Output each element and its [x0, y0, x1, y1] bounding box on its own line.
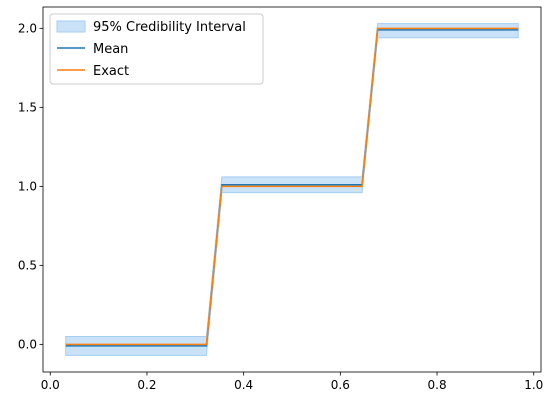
x-tick-label: 0.0 [41, 378, 60, 392]
legend-label-mean: Mean [93, 42, 128, 57]
y-tick-label: 1.5 [18, 100, 37, 114]
x-tick-label: 0.6 [331, 378, 350, 392]
series-line-exact [65, 27, 519, 346]
y-axis: 0.0 0.5 1.0 1.5 2.0 [18, 21, 43, 351]
axes-frame [42, 6, 542, 373]
y-tick-label: 2.0 [18, 21, 37, 35]
y-tick-label: 0.0 [18, 337, 37, 351]
x-tick-label: 0.2 [137, 378, 156, 392]
legend: 95% Credibility Interval Mean Exact [49, 13, 264, 85]
x-axis: 0.0 0.2 0.4 0.6 0.8 1.0 [41, 372, 543, 392]
x-tick-label: 1.0 [524, 378, 543, 392]
y-tick-label: 1.0 [18, 179, 37, 193]
x-tick-label: 0.8 [428, 378, 447, 392]
legend-label-band: 95% Credibility Interval [93, 20, 246, 35]
credibility-band [65, 23, 519, 356]
legend-label-exact: Exact [93, 64, 129, 79]
y-tick-label: 0.5 [18, 258, 37, 272]
legend-box [49, 13, 264, 85]
series-line-mean [65, 29, 519, 347]
legend-swatch-band [56, 20, 86, 33]
plot-area [65, 23, 519, 356]
x-tick-label: 0.4 [234, 378, 253, 392]
